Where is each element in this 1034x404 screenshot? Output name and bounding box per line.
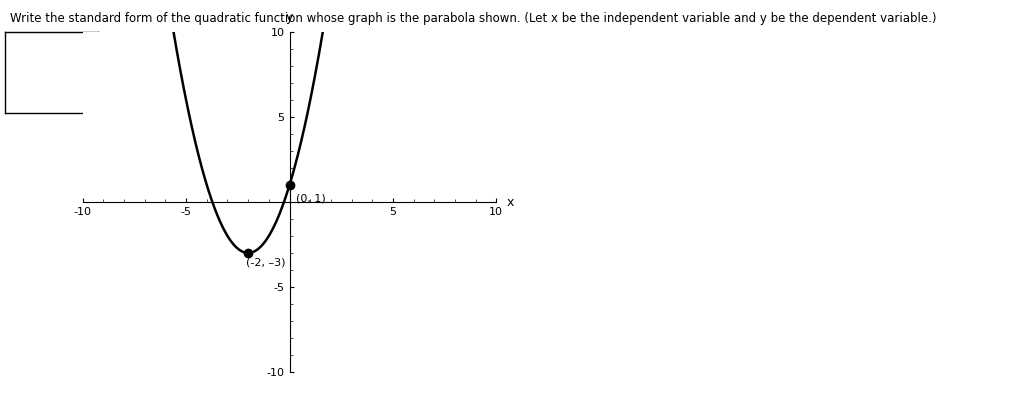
Text: x: x [507, 196, 514, 208]
Text: y: y [285, 11, 294, 24]
Text: Write the standard form of the quadratic function whose graph is the parabola sh: Write the standard form of the quadratic… [10, 12, 937, 25]
Text: (-2, –3): (-2, –3) [246, 258, 285, 268]
Text: (0, 1): (0, 1) [296, 194, 326, 204]
